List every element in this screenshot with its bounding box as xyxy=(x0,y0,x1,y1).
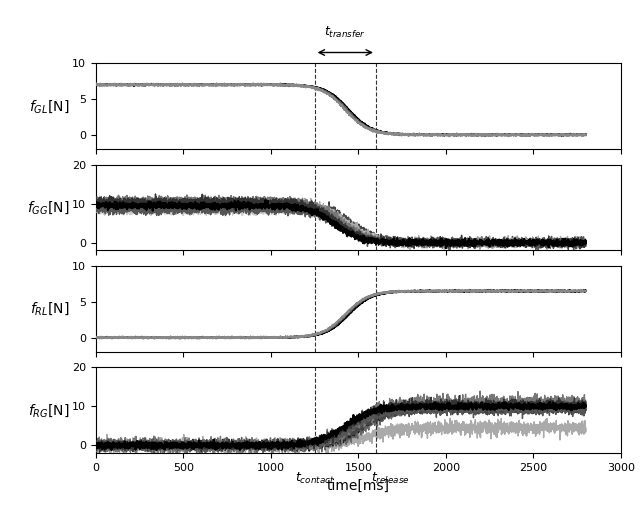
Text: $t_{transfer}$: $t_{transfer}$ xyxy=(324,25,366,41)
X-axis label: time[ms]: time[ms] xyxy=(327,479,390,493)
Text: $t_{contact}$: $t_{contact}$ xyxy=(294,471,335,486)
Text: $t_{release}$: $t_{release}$ xyxy=(371,471,409,486)
Y-axis label: $f_{GG}$[N]: $f_{GG}$[N] xyxy=(27,199,69,216)
Y-axis label: $f_{RG}$[N]: $f_{RG}$[N] xyxy=(28,402,69,418)
Y-axis label: $f_{GL}$[N]: $f_{GL}$[N] xyxy=(29,98,70,114)
Y-axis label: $f_{RL}$[N]: $f_{RL}$[N] xyxy=(30,300,70,317)
